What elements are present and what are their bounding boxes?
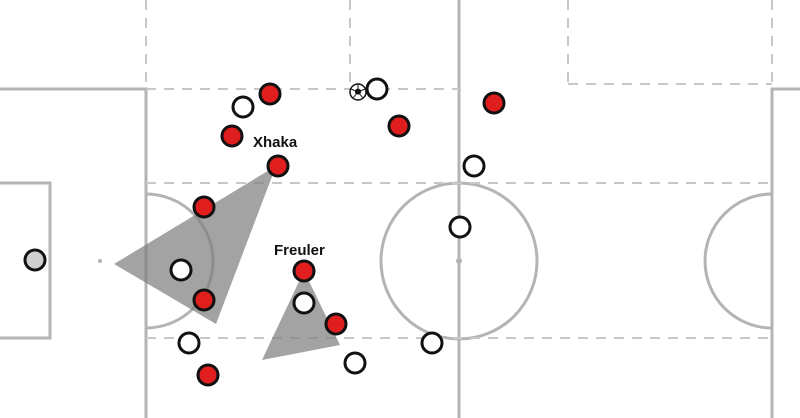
zone-grid xyxy=(145,0,773,339)
center-spot xyxy=(456,258,462,264)
left-penalty-box xyxy=(0,87,148,418)
red-player xyxy=(258,82,282,106)
red-player xyxy=(192,288,216,312)
players xyxy=(23,77,506,387)
white-player xyxy=(420,331,444,355)
red-player xyxy=(482,91,506,115)
white-player xyxy=(365,77,389,101)
penalty-spot xyxy=(98,259,102,263)
white-player xyxy=(343,351,367,375)
red-player xyxy=(196,363,220,387)
freuler-cover-shadow xyxy=(262,271,340,360)
white-player xyxy=(462,154,486,178)
goalkeeper xyxy=(23,248,47,272)
cover-shadow-zones xyxy=(114,166,340,360)
red-player xyxy=(192,195,216,219)
red-player xyxy=(220,124,244,148)
white-player xyxy=(292,291,316,315)
right-penalty-arc xyxy=(703,192,773,330)
soccer-ball-icon xyxy=(349,83,367,101)
xhaka-cover-shadow xyxy=(114,166,276,324)
white-player xyxy=(169,258,193,282)
white-player xyxy=(448,215,472,239)
red-player xyxy=(387,114,411,138)
red-player xyxy=(324,312,348,336)
left-six-yard-box xyxy=(0,181,52,340)
white-player xyxy=(231,95,255,119)
right-penalty-box xyxy=(770,87,800,418)
red-player-xhaka xyxy=(266,154,290,178)
red-player-freuler xyxy=(292,259,316,283)
player-label-freuler: Freuler xyxy=(274,242,325,259)
white-player xyxy=(177,331,201,355)
player-label-xhaka: Xhaka xyxy=(253,134,298,151)
